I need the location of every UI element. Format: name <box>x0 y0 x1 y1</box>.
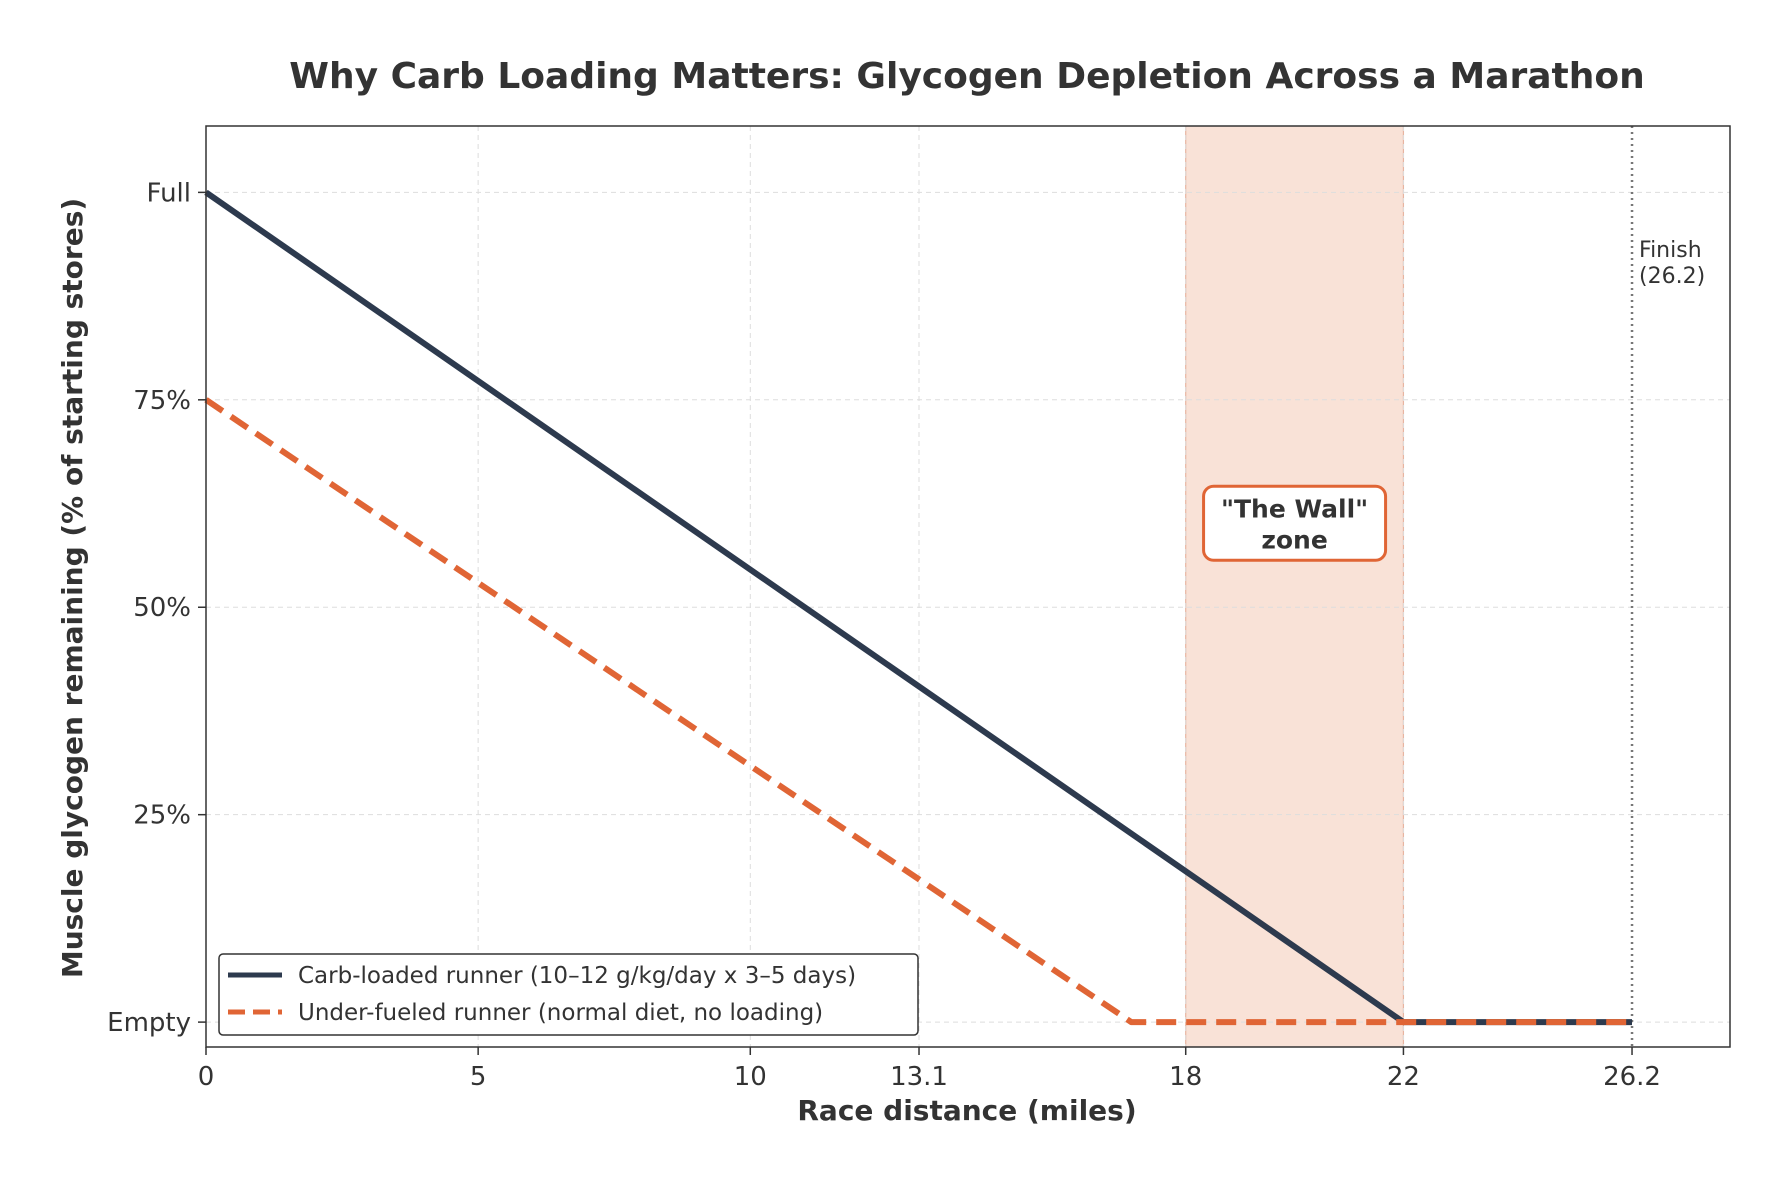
x-tick-label: 26.2 <box>1603 1062 1661 1092</box>
finish-label-line2: (26.2) <box>1639 264 1705 289</box>
x-tick-label: 18 <box>1169 1062 1202 1092</box>
wall-zone-label: "The Wall" zone <box>1202 484 1388 562</box>
legend-label-under-fueled: Under-fueled runner (normal diet, no loa… <box>298 1000 823 1026</box>
x-tick-label: 0 <box>198 1062 215 1092</box>
y-tick-label: 50% <box>133 593 191 623</box>
x-tick-label: 10 <box>734 1062 767 1092</box>
chart-title: Why Carb Loading Matters: Glycogen Deple… <box>289 56 1644 97</box>
y-tick-label: 75% <box>133 386 191 416</box>
x-tick-label: 22 <box>1387 1062 1420 1092</box>
y-tick-label: Empty <box>107 1008 191 1038</box>
wall-zone-shade <box>1185 126 1404 1047</box>
x-tick-label: 5 <box>470 1062 487 1092</box>
y-tick-label: 25% <box>133 801 191 831</box>
x-axis-label: Race distance (miles) <box>797 1094 1136 1127</box>
wall-zone-label-line2: zone <box>1261 525 1327 554</box>
y-tick-label: Full <box>147 178 191 208</box>
legend-box <box>218 953 919 1036</box>
x-tick-label: 13.1 <box>890 1062 948 1092</box>
plot-frame <box>205 125 1731 1048</box>
legend: Carb-loaded runner (10–12 g/kg/day x 3–5… <box>218 953 919 1036</box>
legend-label-carb-loaded: Carb-loaded runner (10–12 g/kg/day x 3–5… <box>298 963 856 989</box>
wall-zone-box <box>1202 484 1388 562</box>
wall-zone-label-line1: "The Wall" <box>1221 494 1368 523</box>
y-axis-label: Muscle glycogen remaining (% of starting… <box>56 198 89 978</box>
finish-label-line1: Finish <box>1639 238 1702 263</box>
